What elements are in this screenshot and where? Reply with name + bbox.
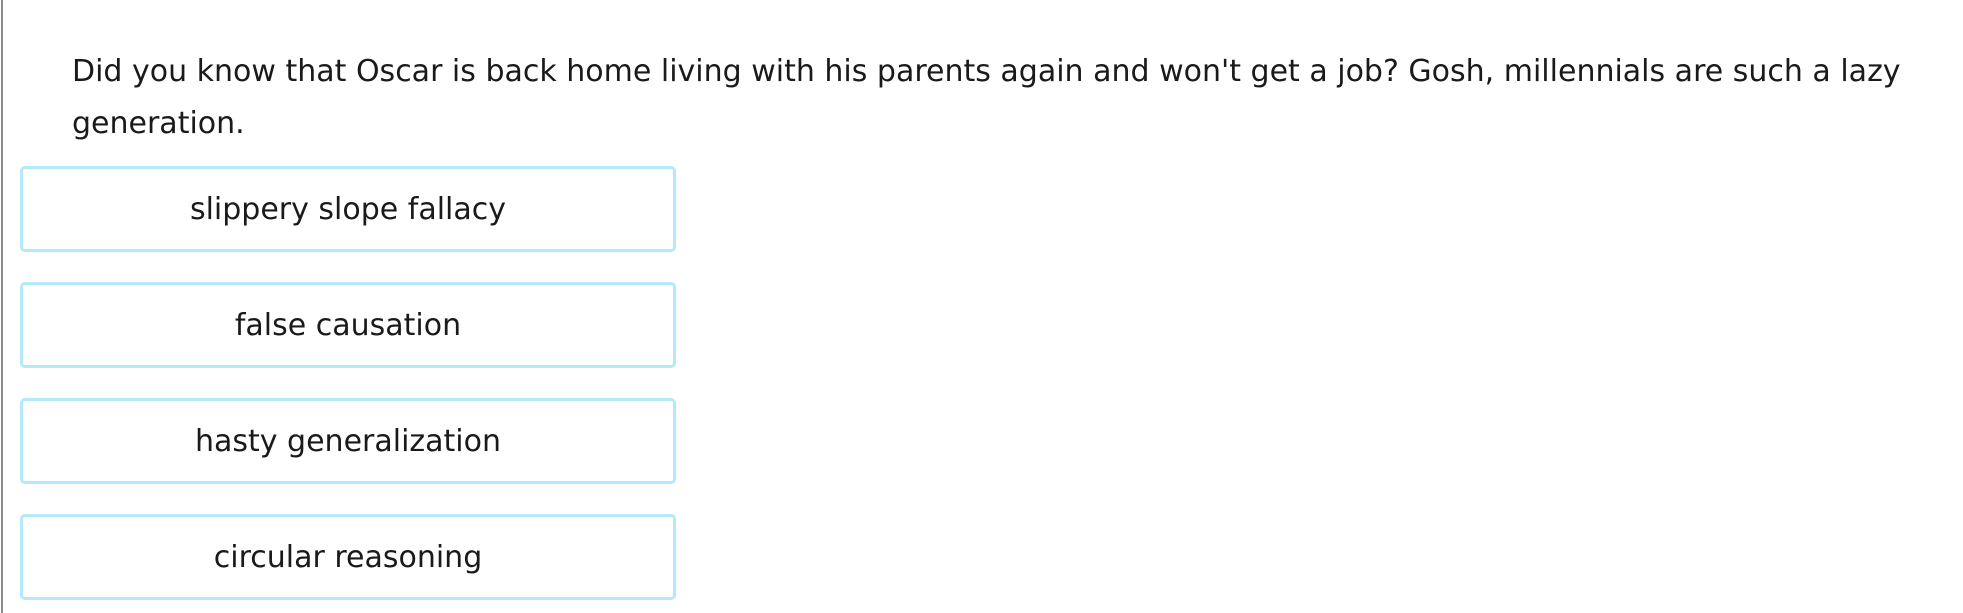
left-divider: [1, 0, 3, 613]
choice-label: circular reasoning: [213, 539, 483, 575]
choice-label: false causation: [234, 307, 462, 343]
choice-false-causation[interactable]: false causation: [20, 282, 676, 368]
choice-slippery-slope-fallacy[interactable]: slippery slope fallacy: [20, 166, 676, 252]
question-text: Did you know that Oscar is back home liv…: [72, 54, 1901, 141]
choice-circular-reasoning[interactable]: circular reasoning: [20, 514, 676, 600]
choice-label: slippery slope fallacy: [189, 191, 507, 227]
choice-label: hasty generalization: [194, 423, 502, 459]
choice-hasty-generalization[interactable]: hasty generalization: [20, 398, 676, 484]
